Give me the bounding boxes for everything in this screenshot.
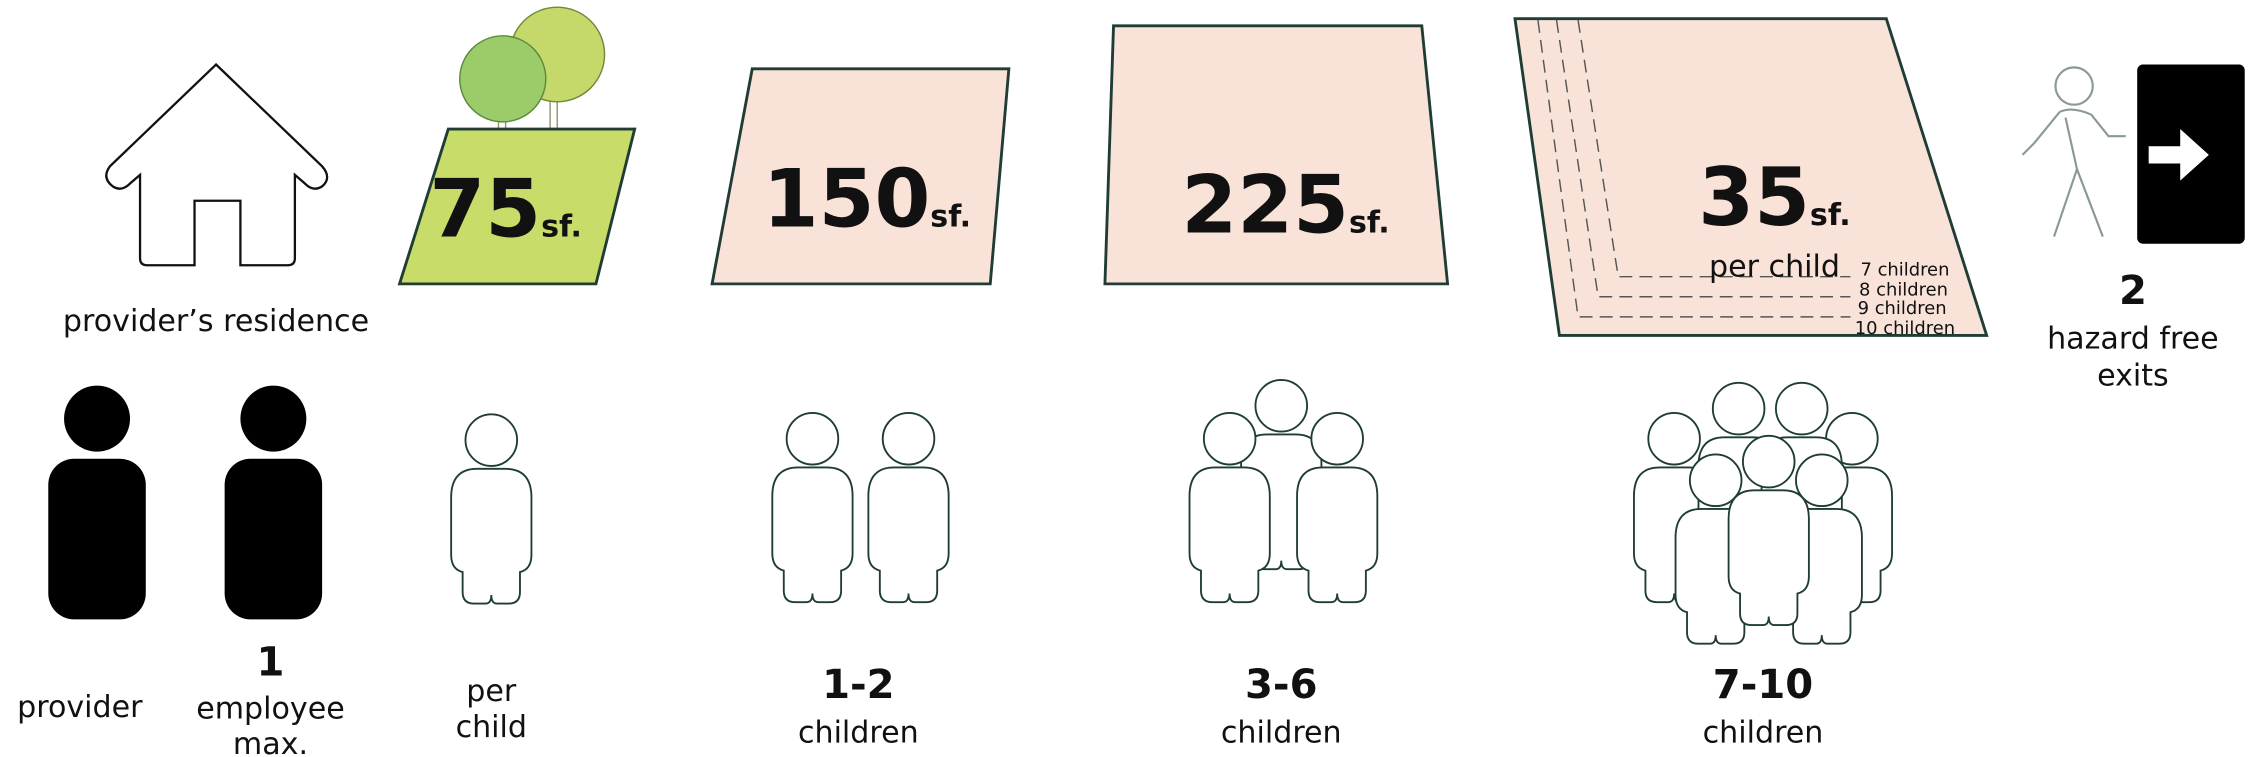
people-label: max.	[233, 727, 308, 757]
people-label: per	[466, 674, 517, 709]
trees	[460, 7, 605, 146]
provider-icon	[48, 386, 145, 620]
people-label: employee	[196, 691, 345, 726]
children-line-label: 7 children	[1860, 259, 1949, 280]
exit-count: 2	[2119, 268, 2147, 314]
people-count: 7-10	[1713, 662, 1813, 708]
area-note: per child	[1709, 250, 1840, 285]
children-line-label: 9 children	[1858, 298, 1947, 319]
exit-label: hazard free	[2047, 321, 2219, 356]
people-count: 1-2	[822, 662, 895, 708]
employee-icon	[225, 386, 322, 620]
infographic: provider’s residence 75sf. 150sf. 225sf.…	[0, 0, 2250, 757]
people-label: provider	[17, 690, 143, 725]
children-line-label: 10 children	[1855, 318, 1955, 339]
people-label: children	[1703, 716, 1824, 751]
exit-label: exits	[2097, 359, 2169, 394]
person-icons	[451, 380, 1892, 644]
people-count: 3-6	[1245, 662, 1318, 708]
house-icon	[106, 65, 327, 266]
people-label: child	[456, 710, 527, 745]
people-count: 1	[257, 639, 285, 685]
people-label: children	[1221, 716, 1342, 751]
people-label: children	[798, 716, 919, 751]
residence-label: provider’s residence	[63, 304, 369, 339]
walking-icon	[2023, 67, 2126, 236]
